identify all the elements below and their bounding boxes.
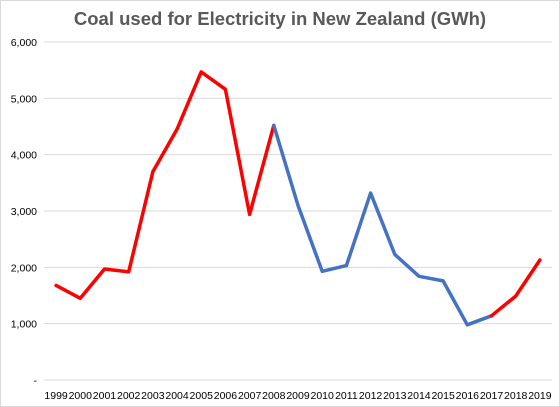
x-tick-label: 2018 — [504, 390, 528, 402]
x-tick-label: 2019 — [528, 390, 552, 402]
x-tick-label: 2005 — [190, 390, 214, 402]
x-tick-label: 2017 — [480, 390, 504, 402]
x-tick-label: 2008 — [262, 390, 286, 402]
x-tick-label: 2006 — [214, 390, 238, 402]
x-tick-label: 2015 — [431, 390, 455, 402]
y-tick-label: 5,000 — [11, 93, 37, 105]
x-tick-label: 2016 — [456, 390, 480, 402]
x-tick-label: 2000 — [69, 390, 93, 402]
x-tick-label: 2010 — [311, 390, 335, 402]
x-tick-label: 2003 — [141, 390, 165, 402]
x-tick-label: 2012 — [359, 390, 383, 402]
y-tick-label: 6,000 — [11, 37, 37, 49]
y-tick-label: 1,000 — [11, 319, 37, 331]
x-tick-label: 2011 — [335, 390, 358, 402]
y-tick-label: - — [34, 375, 38, 387]
x-tick-label: 2007 — [238, 390, 262, 402]
series-line-segment — [489, 258, 542, 318]
y-tick-label: 4,000 — [11, 150, 37, 162]
y-tick-label: 3,000 — [11, 206, 37, 218]
x-tick-label: 2013 — [383, 390, 407, 402]
x-tick-label: 2002 — [117, 390, 141, 402]
x-tick-label: 2001 — [93, 390, 117, 402]
x-tick-label: 1999 — [44, 390, 68, 402]
y-tick-label: 2,000 — [11, 262, 37, 274]
series-line-segment — [272, 123, 494, 327]
x-tick-label: 2009 — [286, 390, 310, 402]
x-tick-label: 2004 — [165, 390, 189, 402]
chart-title: Coal used for Electricity in New Zealand… — [73, 8, 487, 29]
x-tick-label: 2014 — [407, 390, 431, 402]
series-line-segment — [54, 70, 276, 301]
